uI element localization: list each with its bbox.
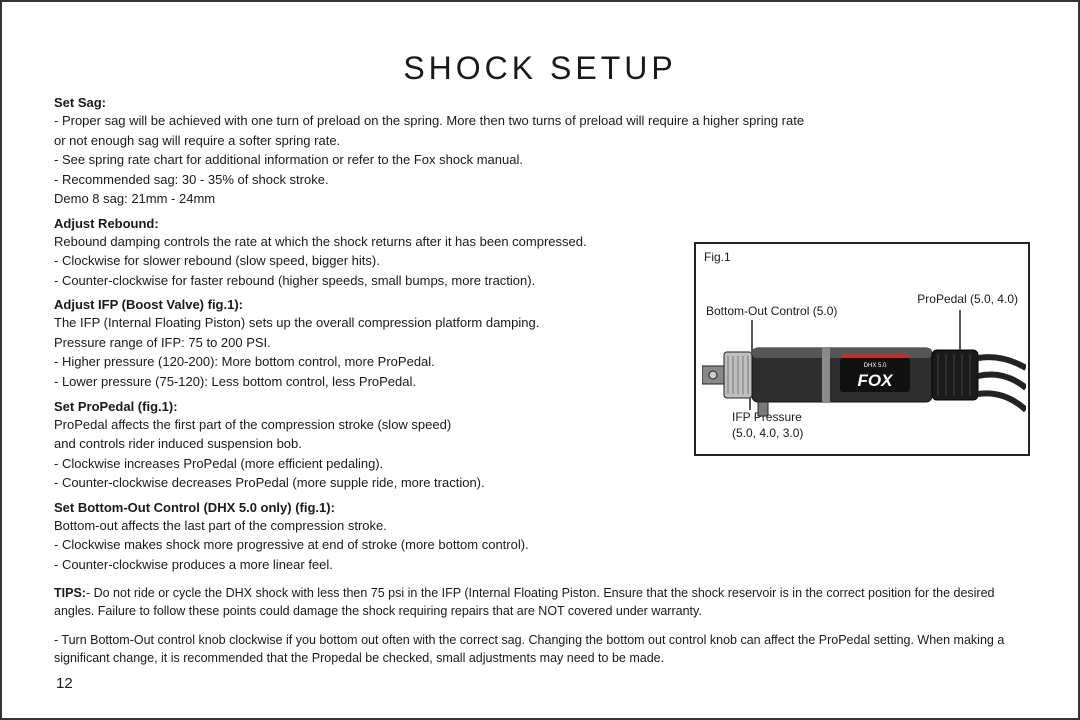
bottomout-line: Bottom-out affects the last part of the …: [54, 517, 674, 535]
document-page: SHOCK SETUP Set Sag: - Proper sag will b…: [0, 0, 1080, 720]
figure-fox-logo: FOX: [858, 371, 895, 390]
ifp-line: - Lower pressure (75-120): Less bottom c…: [54, 373, 674, 391]
ifp-line: Pressure range of IFP: 75 to 200 PSI.: [54, 334, 674, 352]
figure-dhx-label: DHX 5.0: [864, 363, 887, 369]
bottomout-line: - Counter-clockwise produces a more line…: [54, 556, 674, 574]
propedal-line: - Counter-clockwise decreases ProPedal (…: [54, 474, 674, 492]
page-number: 12: [56, 675, 73, 692]
tips-prefix: TIPS:: [54, 586, 86, 600]
tips-block-2: - Turn Bottom-Out control knob clockwise…: [54, 632, 1026, 667]
sag-line: Demo 8 sag: 21mm - 24mm: [54, 190, 1026, 208]
tips-block-1: TIPS:- Do not ride or cycle the DHX shoc…: [54, 585, 1026, 620]
heading-set-sag: Set Sag:: [54, 95, 1026, 110]
figure-caption: Fig.1: [704, 250, 731, 264]
heading-adjust-rebound: Adjust Rebound:: [54, 216, 1026, 231]
heading-set-bottomout: Set Bottom-Out Control (DHX 5.0 only) (f…: [54, 500, 1026, 515]
sag-line: - Proper sag will be achieved with one t…: [54, 112, 1026, 130]
figure-label-propedal: ProPedal (5.0, 4.0): [917, 292, 1018, 306]
sag-line: - Recommended sag: 30 - 35% of shock str…: [54, 171, 1026, 189]
ifp-line: - Higher pressure (120-200): More bottom…: [54, 353, 674, 371]
propedal-line: ProPedal affects the first part of the c…: [54, 416, 674, 434]
shock-diagram: DHX 5.0 FOX: [702, 310, 1026, 450]
figure-1-box: Fig.1 ProPedal (5.0, 4.0) Bottom-Out Con…: [694, 242, 1030, 456]
bottomout-line: - Clockwise makes shock more progressive…: [54, 536, 674, 554]
tips-text-1: - Do not ride or cycle the DHX shock wit…: [54, 586, 995, 618]
sag-line: or not enough sag will require a softer …: [54, 132, 1026, 150]
ifp-line: The IFP (Internal Floating Piston) sets …: [54, 314, 674, 332]
sag-line: - See spring rate chart for additional i…: [54, 151, 1026, 169]
page-title: SHOCK SETUP: [54, 50, 1026, 87]
propedal-line: - Clockwise increases ProPedal (more eff…: [54, 455, 674, 473]
propedal-line: and controls rider induced suspension bo…: [54, 435, 674, 453]
